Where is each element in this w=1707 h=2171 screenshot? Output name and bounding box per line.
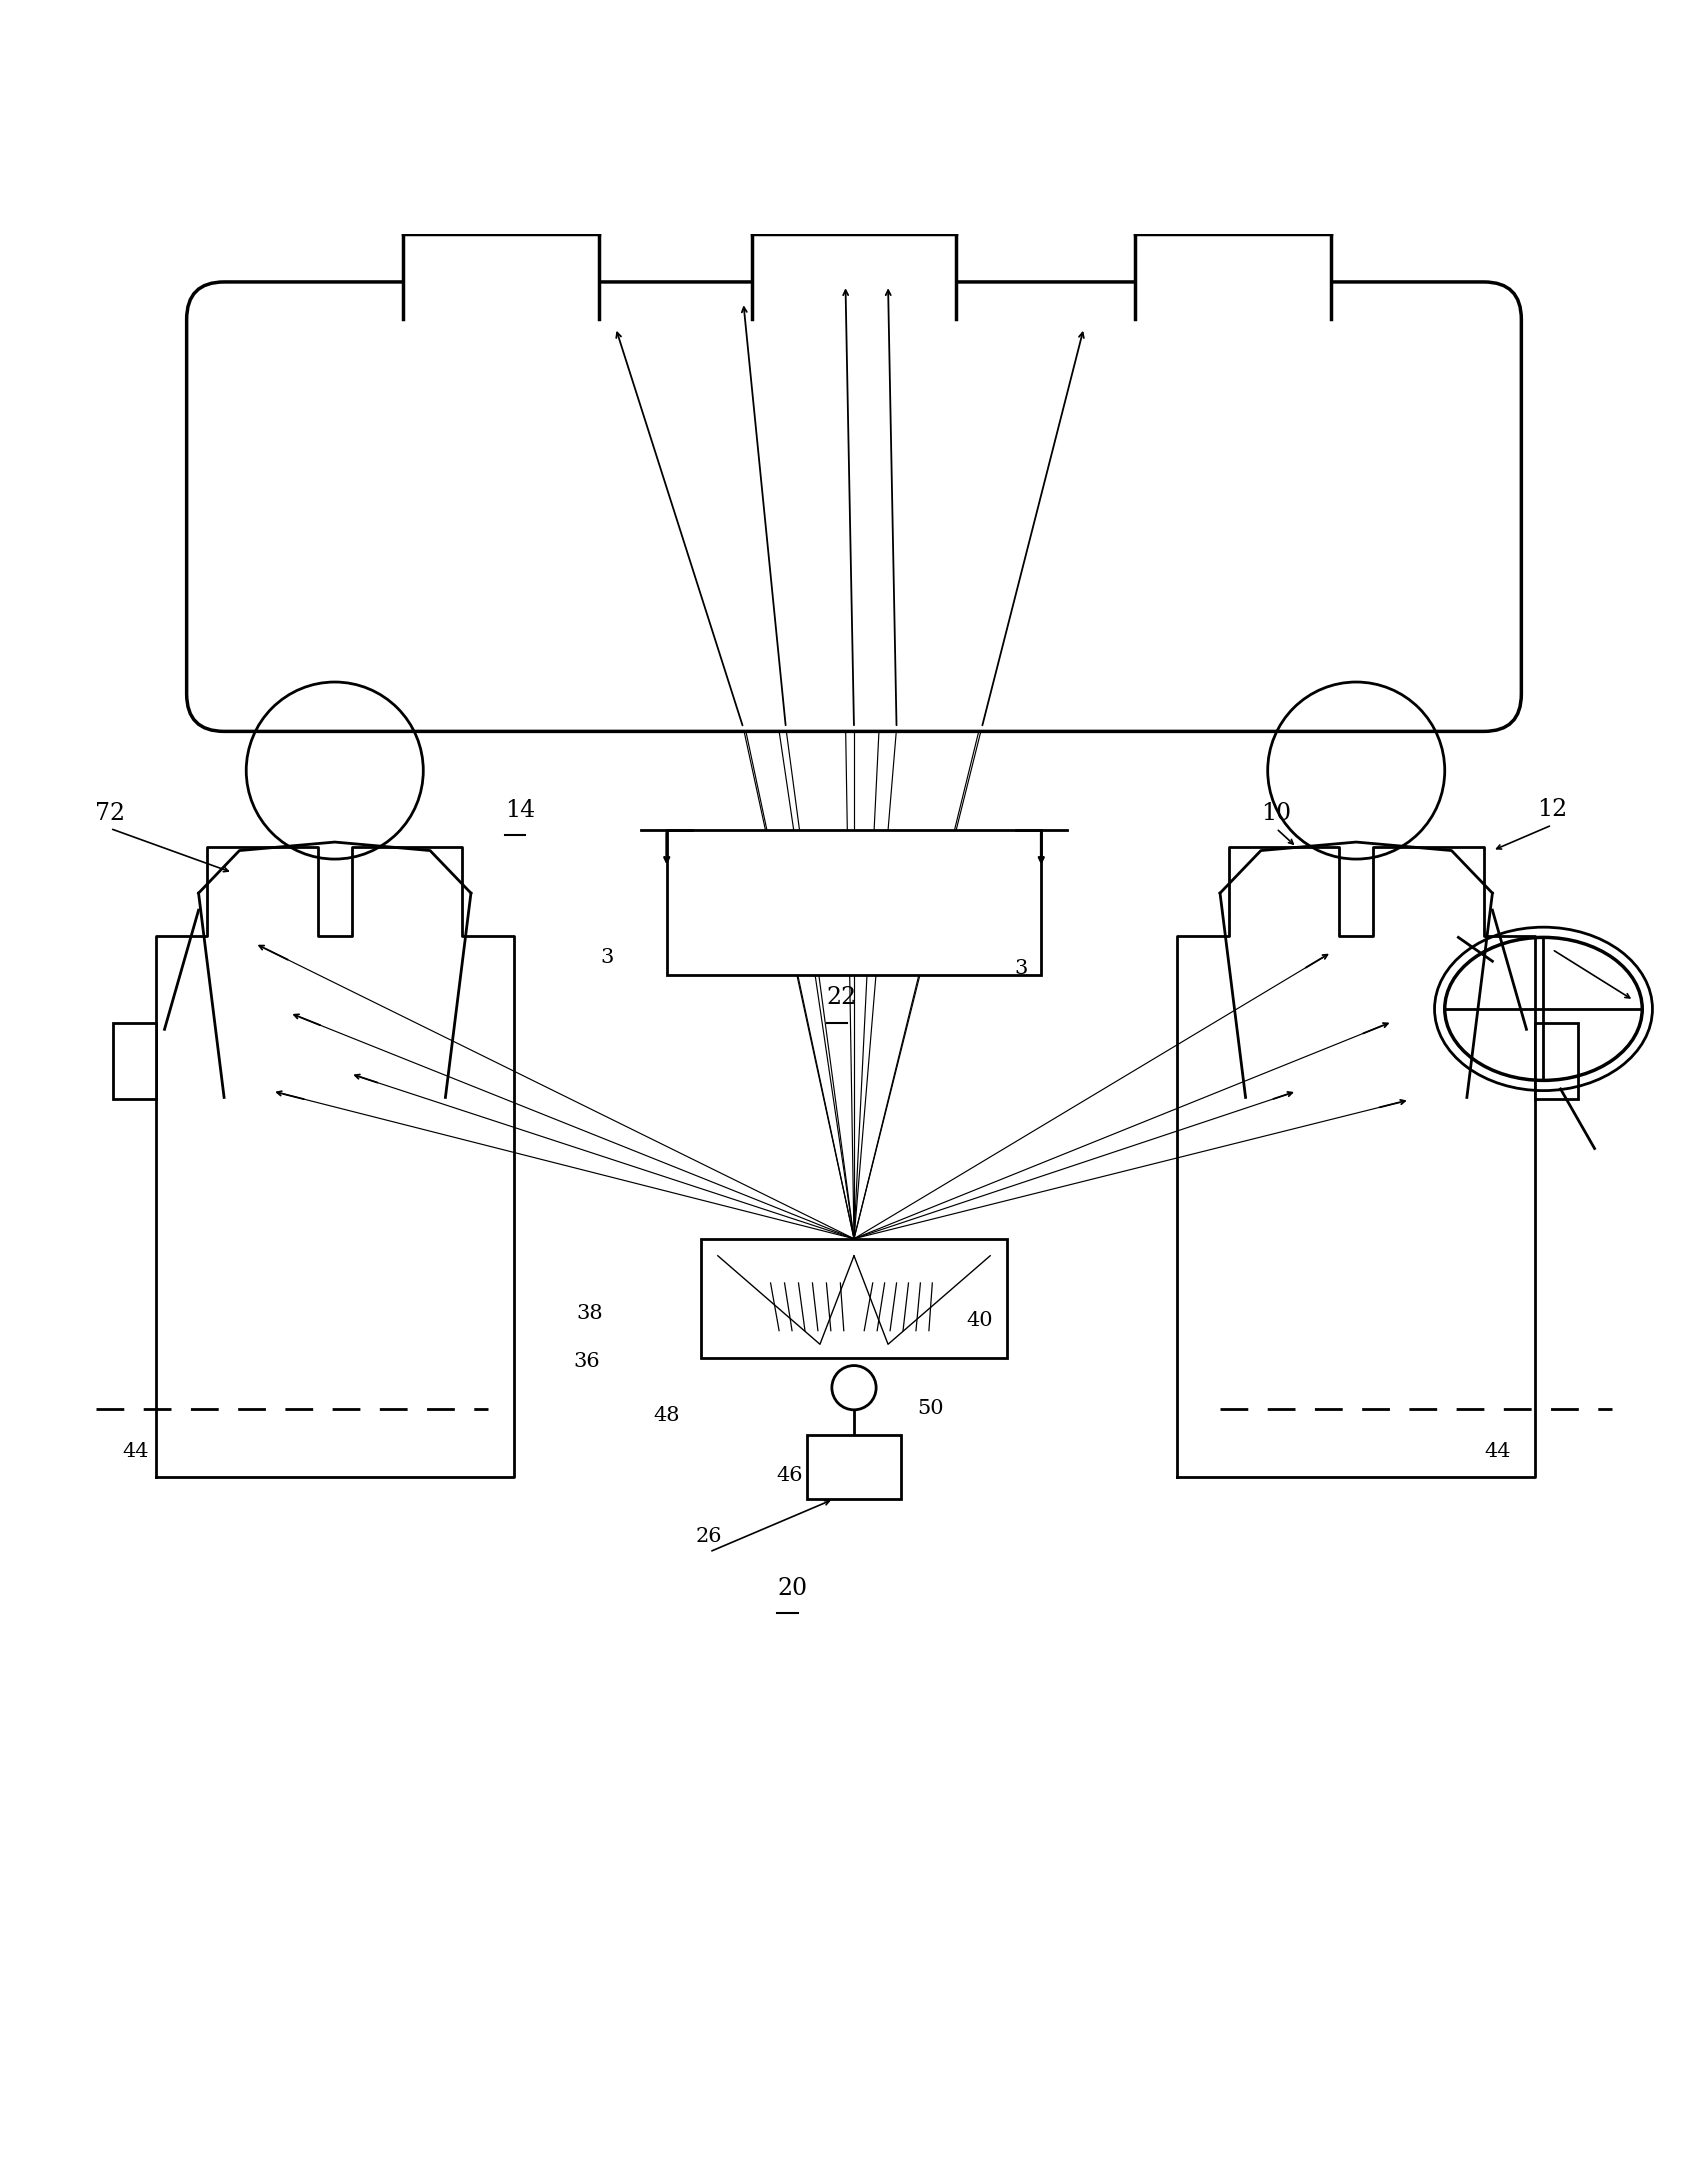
- FancyBboxPatch shape: [186, 282, 1521, 732]
- Polygon shape: [403, 230, 597, 328]
- Circle shape: [831, 1366, 876, 1409]
- Text: 44: 44: [123, 1442, 149, 1461]
- Text: 46: 46: [775, 1465, 802, 1485]
- Polygon shape: [751, 230, 956, 328]
- Text: 50: 50: [917, 1400, 944, 1418]
- Text: 36: 36: [574, 1353, 599, 1370]
- Text: 12: 12: [1536, 799, 1567, 821]
- Bar: [807, 1435, 900, 1500]
- Text: 44: 44: [1483, 1442, 1511, 1461]
- Text: 3: 3: [1014, 960, 1028, 977]
- Text: 10: 10: [1260, 801, 1290, 825]
- Text: 48: 48: [654, 1407, 679, 1426]
- Text: 38: 38: [577, 1305, 603, 1322]
- Text: 40: 40: [966, 1311, 993, 1331]
- Bar: [700, 1240, 1007, 1357]
- Text: 72: 72: [96, 801, 125, 825]
- Polygon shape: [1133, 230, 1330, 328]
- Text: 22: 22: [826, 986, 857, 1010]
- Text: 3: 3: [601, 949, 613, 968]
- Text: 20: 20: [777, 1576, 807, 1600]
- Text: 14: 14: [505, 799, 534, 821]
- Bar: [1535, 1023, 1577, 1099]
- Text: 26: 26: [696, 1526, 722, 1546]
- Bar: [666, 829, 1041, 975]
- Bar: [113, 1023, 155, 1099]
